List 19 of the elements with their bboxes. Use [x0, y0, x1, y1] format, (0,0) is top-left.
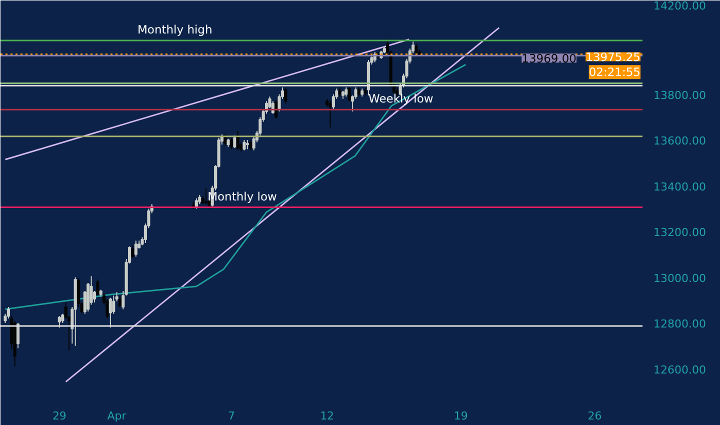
x-tick-label: 7 — [228, 410, 235, 422]
annotation: Monthly high — [138, 22, 212, 37]
x-tick-label: 12 — [320, 410, 334, 422]
y-tick-label: 13400.00 — [654, 180, 706, 194]
y-tick-label: 12800.00 — [654, 318, 706, 331]
y-tick-label: 13200.00 — [654, 226, 706, 240]
y-tick-label: 13800.00 — [654, 88, 706, 102]
y-tick-label: 13000.00 — [654, 272, 706, 285]
x-tick-label: 19 — [454, 410, 468, 422]
y-tick-label: 12600.00 — [654, 363, 706, 376]
x-tick-label: Apr — [107, 410, 127, 422]
y-tick-label: 14200.00 — [654, 0, 706, 12]
ref-line-label: 13969.00 — [522, 52, 577, 66]
x-tick-label: 29 — [52, 410, 66, 422]
y-tick-label: 13600.00 — [654, 134, 706, 148]
x-tick-label: 26 — [588, 410, 602, 422]
ref-line-label: 13975.25 — [586, 50, 641, 64]
annotation: 02:21:55 — [588, 65, 641, 80]
annotation: Weekly low — [368, 92, 434, 106]
